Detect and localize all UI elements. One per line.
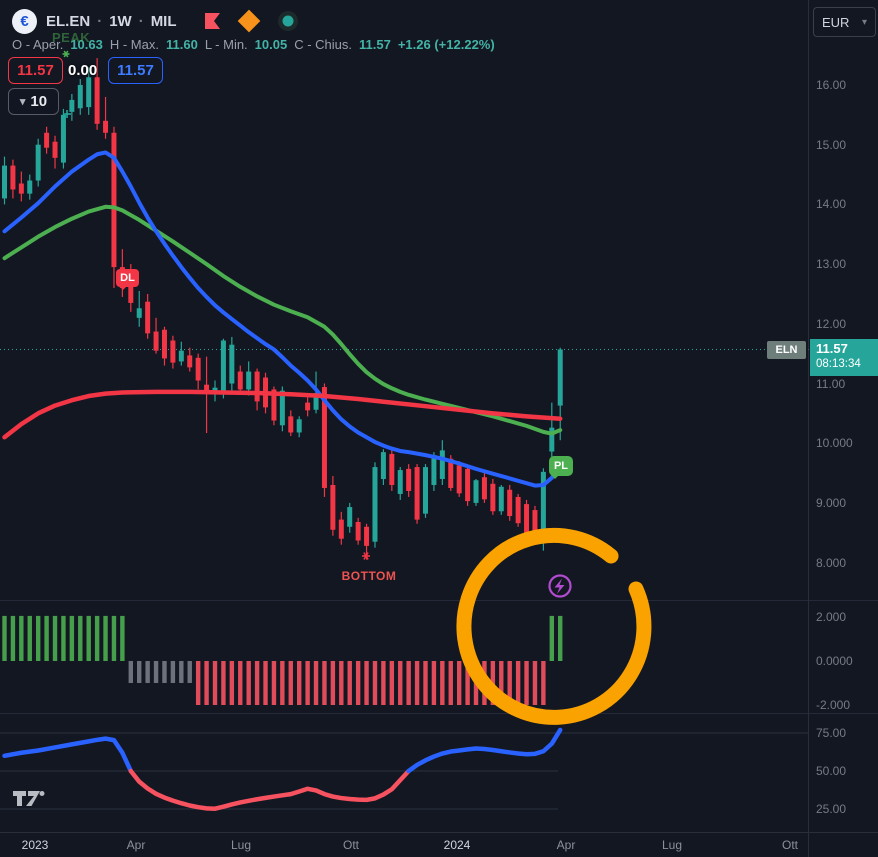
open-value: 10.63 [70,37,103,52]
title-separator: · [97,12,103,30]
price-axis-label: 8.000 [816,555,847,570]
time-axis-label: 2023 [21,838,49,852]
high-value: 11.60 [165,37,198,52]
ohlc-readout: O - Aper. 10.63 H - Max. 11.60 L - Min. … [12,37,495,52]
pl-signal-label[interactable]: PL [549,456,573,479]
last-price-value: 11.57 [816,341,848,356]
last-price-countdown-tag: 11.57 08:13:34 [810,339,878,376]
time-axis-label: Ott [342,838,360,852]
price-axis-label: 2.000 [816,610,847,624]
price-axis-label: 15.00 [816,137,847,152]
tradingview-logo[interactable] [12,790,50,810]
bar-countdown: 08:13:34 [816,358,861,371]
low-label: L - Min. [204,37,248,52]
symbol-title-bar: € EL.EN · 1W · MIL [12,8,299,34]
idea-dot-icon[interactable] [277,10,299,32]
price-axis-label: 13.00 [816,257,847,272]
eln-axis-tag: ELN [767,341,806,359]
zero-price-label: 0.00 [68,62,98,79]
diamond-icon[interactable] [236,8,262,34]
symbol-title[interactable]: EL.EN · 1W · MIL [46,13,177,30]
time-axis-label: Apr [556,838,576,852]
price-axis-label: 11.00 [816,376,846,391]
close-value: 11.57 [359,37,391,52]
currency-value: EUR [822,14,850,30]
symbol-logo[interactable]: € [12,8,37,34]
price-axis-label: 14.00 [816,197,847,212]
exchange-label: MIL [150,12,177,30]
orange-circle-annotation [456,527,652,725]
low-value: 10.05 [254,37,288,52]
price-axis[interactable]: 16.00 15.00 14.00 13.00 12.00 11.00 10.000 9.00… [810,0,878,857]
time-axis-label: Apr [126,838,146,852]
chevron-down-icon: ▾ [19,96,26,108]
price-axis-label: 50.00 [816,764,847,778]
interval-label: 1W [109,12,132,30]
target-price-box[interactable]: 11.57 [108,57,163,84]
price-axis-label: 0.0000 [816,654,853,668]
symbol-name: EL.EN [46,12,91,30]
price-axis-label: 16.00 [816,78,847,92]
high-label: H - Max. [109,37,159,52]
time-axis-label: Ott [781,838,799,852]
time-axis-label: Lug [230,838,252,852]
close-label: C - Chius. [294,37,353,52]
title-separator: · [138,12,144,30]
currency-dropdown[interactable]: EUR ▾ [813,7,876,37]
length-dropdown[interactable]: ▾ 10 [8,88,59,115]
price-axis-label: 75.00 [816,726,847,740]
open-label: O - Aper. [12,37,64,52]
stop-price-box[interactable]: 11.57 [8,57,63,84]
price-axis-label: 9.000 [816,495,847,510]
chevron-down-icon: ▾ [861,16,867,28]
change-value: +1.26 (+12.22%) [397,37,495,52]
flag-icon[interactable] [204,12,221,30]
price-axis-label: 10.000 [816,436,853,451]
price-axis-label: 12.00 [816,316,847,331]
length-value: 10 [30,93,48,110]
time-axis-label: Lug [661,838,683,852]
bottom-annotation: BOTTOM [341,569,397,583]
price-axis-label: -2.000 [816,698,851,712]
time-axis-label: 2024 [443,838,471,852]
peak-annotation: PEAK [52,30,91,45]
dl-signal-label[interactable]: DL [116,269,139,290]
price-axis-label: 25.00 [816,802,847,816]
